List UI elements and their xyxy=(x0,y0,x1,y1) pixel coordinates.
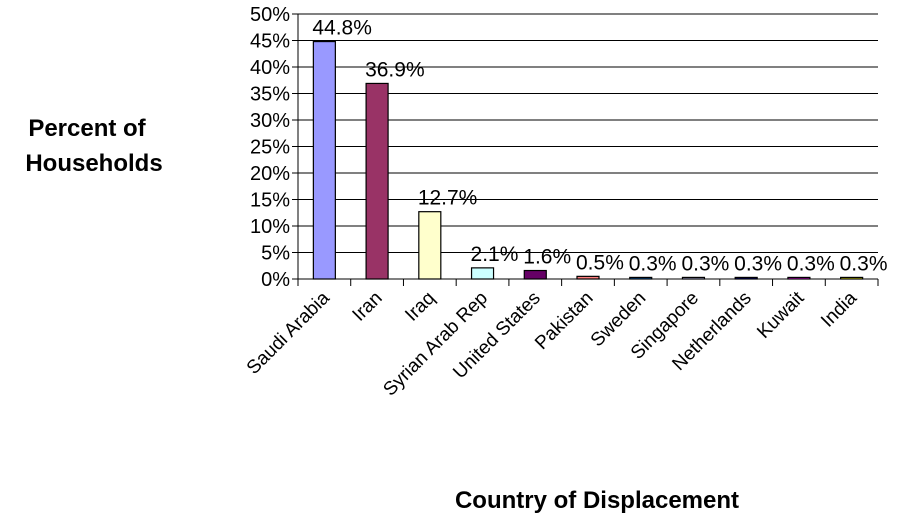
y-tick-label: 5% xyxy=(261,243,290,265)
y-tick-label: 30% xyxy=(250,110,290,132)
y-tick-label: 45% xyxy=(250,31,290,53)
bars xyxy=(312,40,864,280)
y-tick-label: 0% xyxy=(261,269,290,291)
data-label: 12.7% xyxy=(418,187,478,210)
category-label: Kuwait xyxy=(753,287,809,343)
category-label: Iraq xyxy=(401,288,439,326)
y-tick-label: 50% xyxy=(250,4,290,26)
data-label: 0.5% xyxy=(576,251,624,274)
bar xyxy=(470,267,495,280)
x-axis-title: Country of Displacement xyxy=(455,487,739,514)
y-tick-label: 15% xyxy=(250,190,290,212)
y-axis-title-line-2: Households xyxy=(25,150,162,177)
category-label: Saudi Arabia xyxy=(243,287,334,378)
category-label: India xyxy=(817,287,861,331)
category-label: Iran xyxy=(349,288,387,326)
y-tick-label: 40% xyxy=(250,57,290,79)
data-label: 36.9% xyxy=(365,58,425,81)
data-label: 0.3% xyxy=(787,252,835,275)
bar xyxy=(418,211,442,280)
category-label: Pakistan xyxy=(531,288,597,354)
data-label: 0.3% xyxy=(629,252,677,275)
bar xyxy=(312,40,336,280)
y-tick-label: 35% xyxy=(250,84,290,106)
data-label: 1.6% xyxy=(523,246,571,269)
y-axis-title-line-1: Percent of xyxy=(28,115,146,142)
y-tick-labels: 0% 5% 10% 15% 20% 25% 30% 35% 40% 45% 50% xyxy=(250,4,290,291)
y-tick-label: 10% xyxy=(250,216,290,238)
data-label: 0.3% xyxy=(840,252,888,275)
data-label: 44.8% xyxy=(312,17,372,40)
gridlines xyxy=(298,13,878,253)
data-labels: 44.8%36.9%12.7%2.1% 1.6% 0.5% 0.3% 0.3% 0.3% 0… xyxy=(312,17,887,276)
bar xyxy=(365,82,389,280)
bar xyxy=(523,269,547,280)
data-label: 0.3% xyxy=(681,252,729,275)
data-label: 0.3% xyxy=(734,252,782,275)
data-label: 2.1% xyxy=(471,243,519,266)
y-tick-label: 20% xyxy=(250,163,290,185)
y-tick-label: 25% xyxy=(250,137,290,159)
axes xyxy=(292,13,879,286)
